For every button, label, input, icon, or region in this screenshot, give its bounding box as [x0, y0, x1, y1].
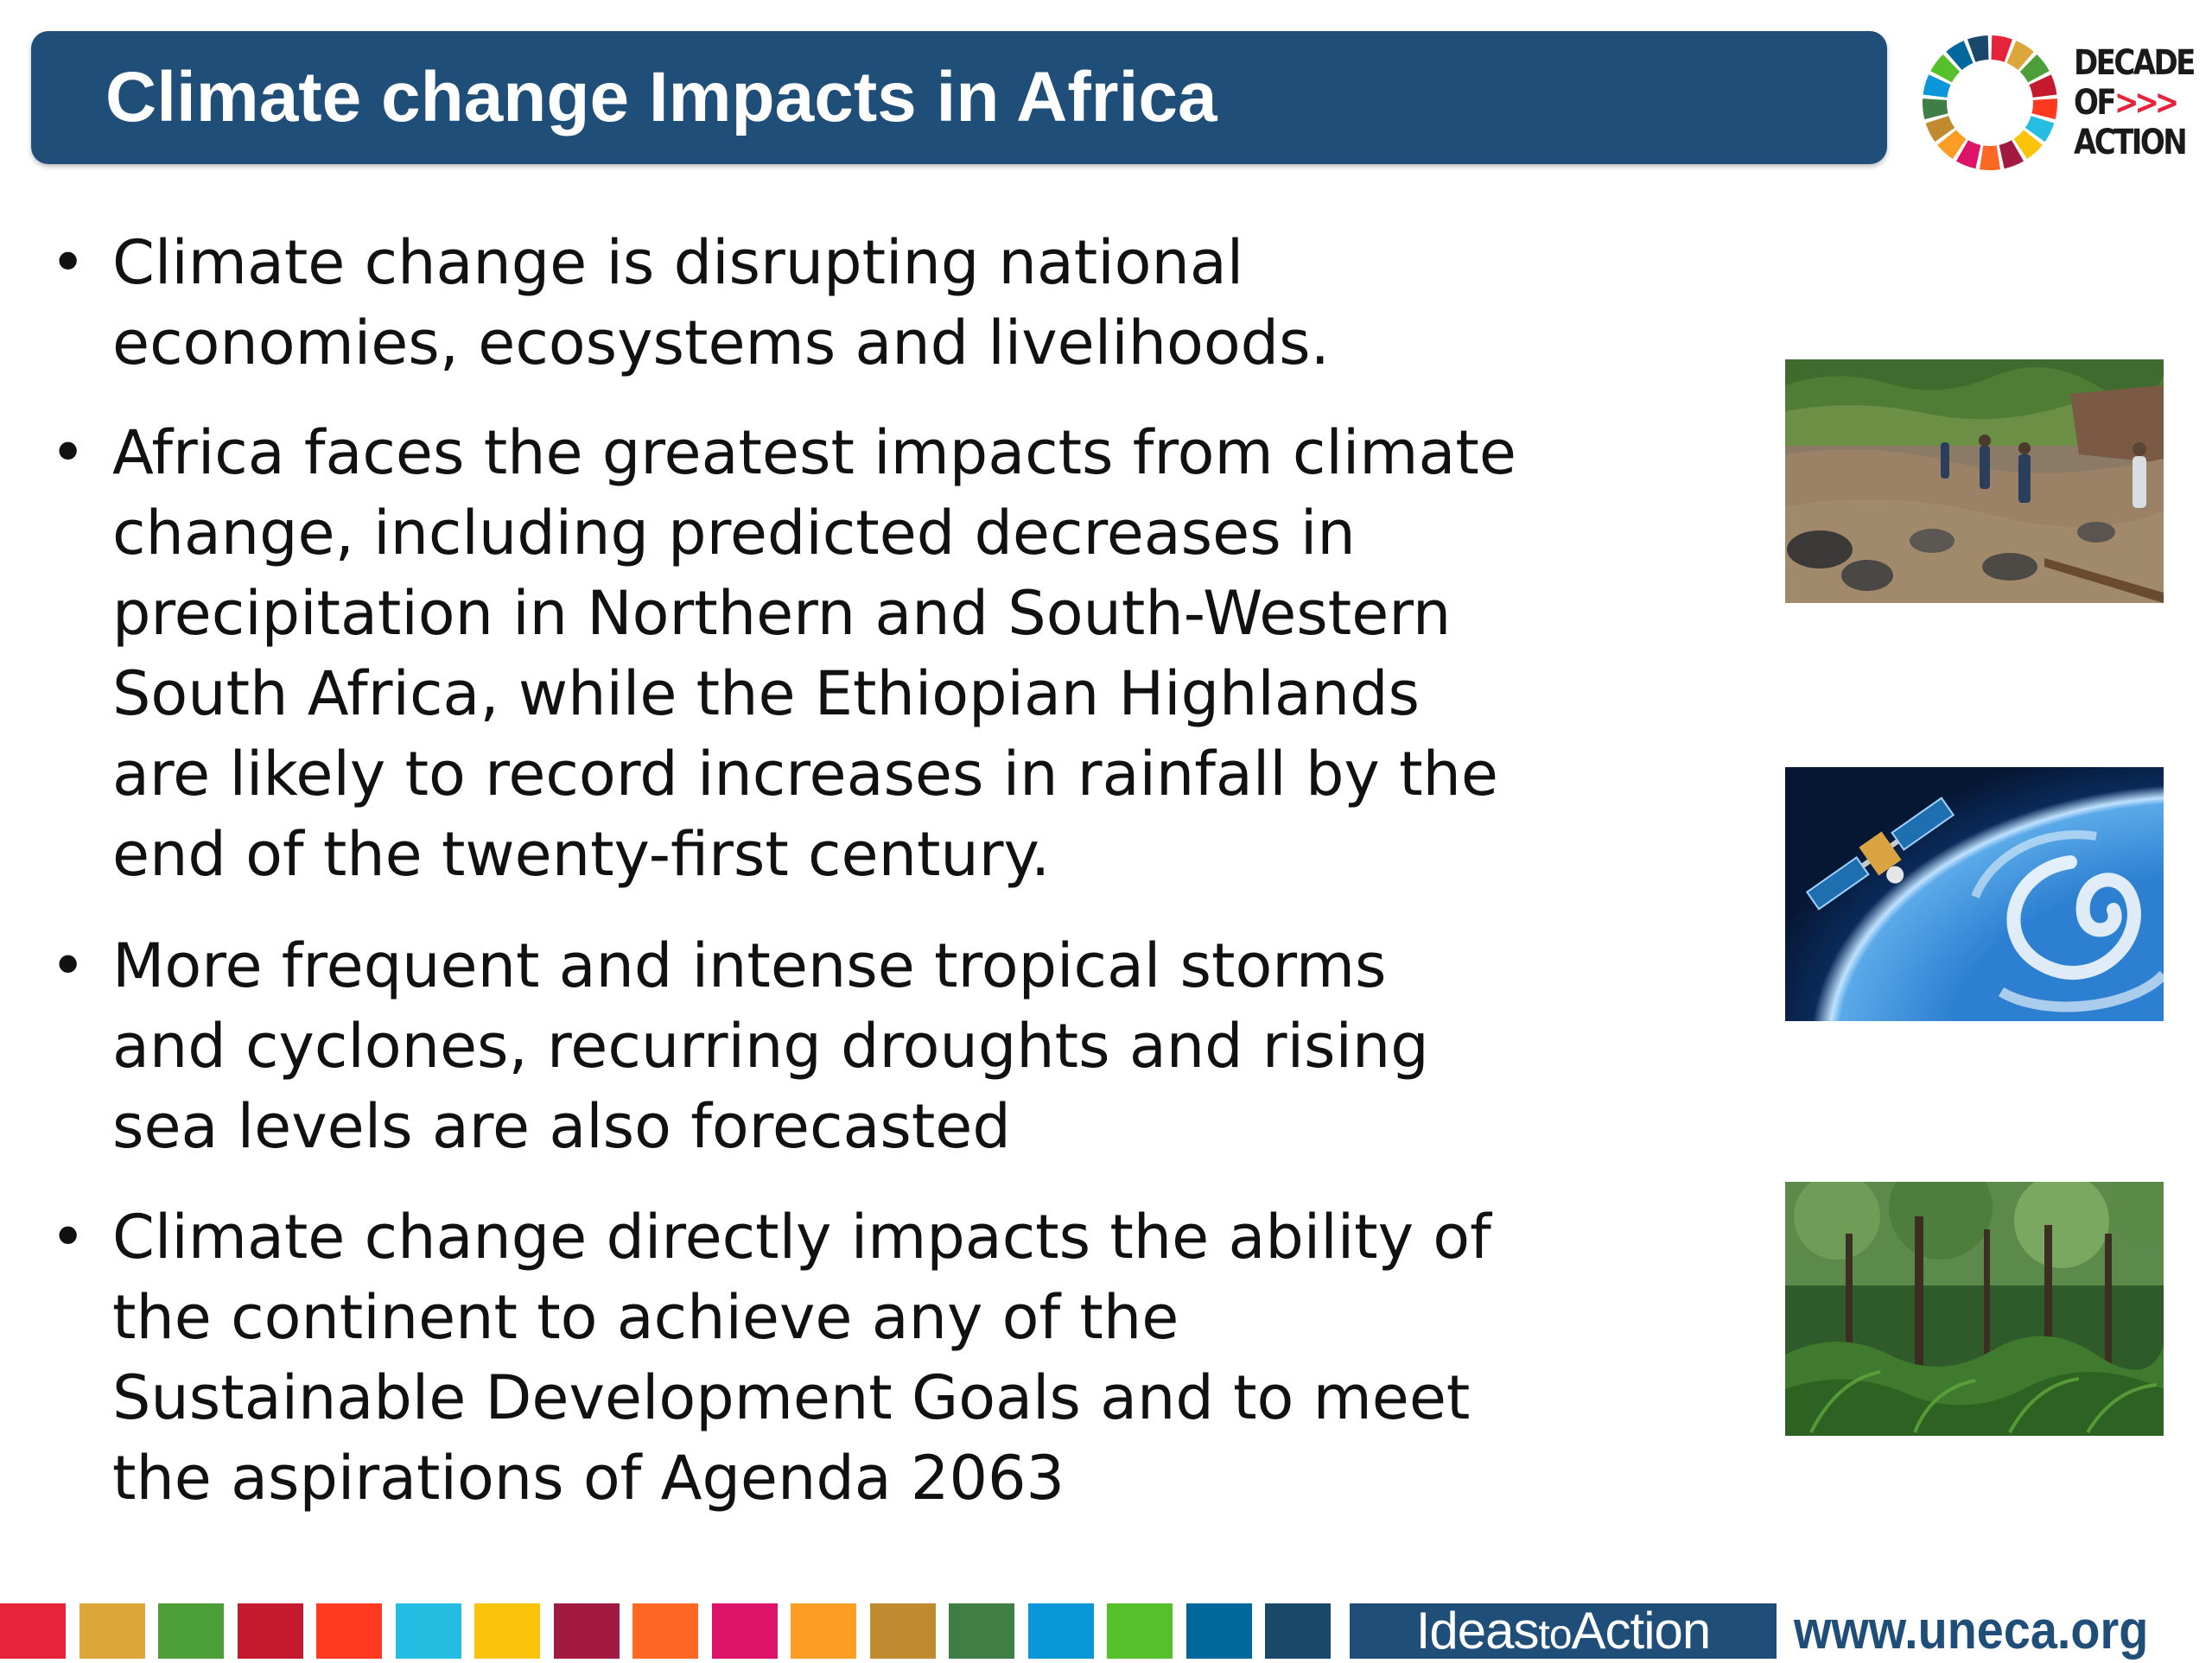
title-banner: Climate change Impacts in Africa	[31, 31, 1887, 164]
sdg-wheel-segment	[1946, 41, 1974, 71]
logo-arrows: >>>	[2114, 83, 2179, 123]
flood-damage-photo	[1785, 359, 2164, 603]
sdg-color-tile	[632, 1603, 698, 1659]
logo-line-action: ACTION	[2074, 123, 2188, 162]
sdg-wheel-segment	[1923, 74, 1951, 98]
ideas-word: Ideas	[1415, 1602, 1540, 1660]
logo-line-decade: DECADE	[2074, 43, 2196, 83]
sdg-color-tile	[0, 1603, 66, 1659]
bullet-text-line: Climate change is disrupting national	[112, 227, 1244, 298]
sdg-wheel-segment	[2024, 116, 2055, 143]
sdg-wheel-segment	[1955, 140, 1981, 169]
bullet-text-line: end of the twenty-first century.	[112, 819, 1051, 890]
sdg-color-tile	[554, 1603, 620, 1659]
sdg-wheel-segment	[1967, 35, 1989, 62]
sdg-color-tile	[396, 1603, 461, 1659]
bullet-item: • Climate change is disrupting national …	[50, 223, 1529, 384]
bullet-item: • Climate change directly impacts the ab…	[50, 1197, 1529, 1519]
bullet-text-line: are likely to record increases in rainfa…	[112, 739, 1498, 809]
rainforest-photo	[1785, 1182, 2164, 1436]
sdg-wheel-segment	[2013, 130, 2043, 160]
sdg-wheel-segment	[1979, 145, 2001, 170]
sdg-color-tile	[791, 1603, 856, 1659]
sdg-color-tile	[1186, 1603, 1252, 1659]
bullet-text-line: precipitation in Northern and South-West…	[112, 578, 1452, 649]
bullet-text-line: More frequent and intense tropical storm…	[112, 930, 1387, 1001]
sdg-color-tile	[316, 1603, 382, 1659]
sdg-wheel-segment	[1930, 54, 1961, 83]
sdg-color-tile	[79, 1603, 145, 1659]
action-word: Action	[1571, 1602, 1712, 1660]
sdg-wheel-segment	[1991, 35, 2012, 62]
sdg-wheel-segment	[1923, 98, 1948, 120]
sdg-color-tile	[1265, 1603, 1331, 1659]
sdg-color-tile	[949, 1603, 1014, 1659]
slide-title: Climate change Impacts in Africa	[105, 58, 1217, 136]
bullet-item: • More frequent and intense tropical sto…	[50, 926, 1529, 1167]
bullet-text-line: South Africa, while the Ethiopian Highla…	[112, 658, 1420, 729]
to-word: to	[1538, 1612, 1572, 1658]
bullet-text-line: the aspirations of Agenda 2063	[112, 1443, 1065, 1514]
sdg-color-tile	[474, 1603, 540, 1659]
bullet-text-line: the continent to achieve any of the	[112, 1282, 1179, 1353]
footer-bar: IdeastoAction www.uneca.org	[0, 1603, 2212, 1659]
sdg-color-tile	[238, 1603, 303, 1659]
decade-of-action-logo: DECADE OF>>> ACTION	[1920, 33, 2196, 173]
bullet-text-line: change, including predicted decreases in	[112, 498, 1356, 568]
sdg-color-tile	[1028, 1603, 1094, 1659]
bullet-text-line: and cyclones, recurring droughts and ris…	[112, 1011, 1429, 1082]
sdg-wheel-segment	[2019, 54, 2050, 83]
sdg-color-tile	[870, 1603, 936, 1659]
sdg-wheel-segment	[2029, 74, 2057, 98]
website-link[interactable]: www.uneca.org	[1794, 1601, 2149, 1660]
sdg-wheel-segment	[2006, 41, 2034, 71]
bullet-icon: •	[50, 417, 86, 488]
bullet-icon: •	[50, 930, 86, 1001]
sdg-wheel-segment	[1937, 130, 1967, 160]
bullet-icon: •	[50, 227, 86, 298]
sdg-wheel-segment	[2031, 98, 2057, 120]
sdg-wheel-segment	[1925, 116, 1955, 143]
bullet-item: • Africa faces the greatest impacts from…	[50, 413, 1529, 895]
sdg-color-tile	[712, 1603, 778, 1659]
sdg-color-tile	[158, 1603, 224, 1659]
logo-line-of: OF	[2074, 83, 2117, 123]
bullet-text-line: Africa faces the greatest impacts from c…	[112, 417, 1516, 488]
sdg-wheel-segment	[1999, 140, 2024, 169]
ideas-to-action-badge: IdeastoAction	[1350, 1603, 1777, 1659]
bullet-text-line: economies, ecosystems and livelihoods.	[112, 308, 1330, 378]
bullet-text-line: Sustainable Development Goals and to mee…	[112, 1362, 1471, 1433]
satellite-cyclone-photo	[1785, 767, 2164, 1021]
sdg-color-tile	[1107, 1603, 1173, 1659]
bullet-icon: •	[50, 1202, 86, 1273]
sdg-wheel-icon	[1923, 35, 2057, 170]
bullet-text-line: Climate change directly impacts the abil…	[112, 1202, 1491, 1273]
bullet-text-line: sea levels are also forecasted	[112, 1091, 1011, 1162]
decade-of-action-wordmark: DECADE OF>>> ACTION	[2074, 43, 2196, 162]
